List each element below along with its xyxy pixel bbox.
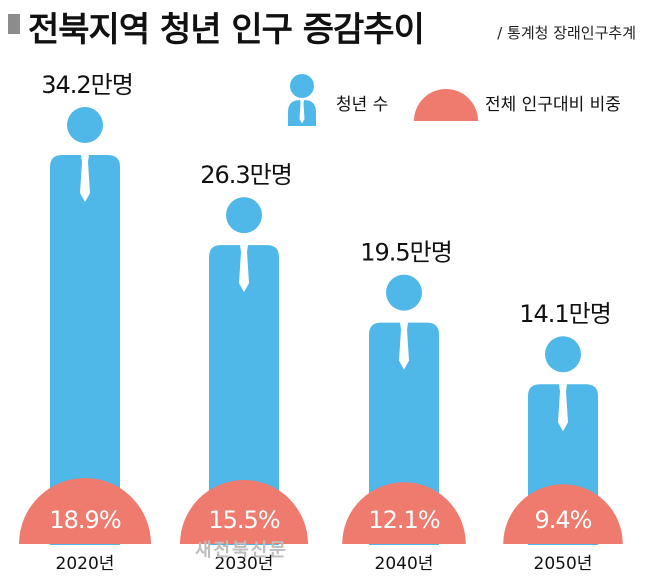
share-value-label-2: 15.5%: [208, 506, 279, 534]
chart-title: 전북지역 청년 인구 증감추이: [28, 10, 425, 50]
share-dome-2: [179, 479, 309, 544]
person-bar-body-2: [209, 245, 279, 545]
share-value-label-4: 9.4%: [535, 506, 592, 534]
legend-label-share: 전체 인구대비 비중: [485, 95, 621, 115]
person-bar-head-4: [545, 336, 581, 373]
x-tick-label-1: 2020년: [56, 554, 115, 574]
legend-label-youth: 청년 수: [336, 95, 388, 115]
person-bar-tie-3: [399, 322, 409, 370]
person-bar-body-1: [50, 155, 120, 545]
watermark: 새전북신문: [195, 540, 288, 561]
share-value-label-3: 12.1%: [368, 506, 439, 534]
share-dome-1: [19, 478, 151, 544]
person-bar-head-2: [226, 197, 262, 234]
title-marker: [8, 14, 20, 34]
person-bar-tie-1: [80, 155, 90, 202]
legend-person-icon: [288, 74, 316, 126]
youth-value-label-2: 26.3만명: [200, 161, 292, 189]
x-tick-label-3: 2040년: [375, 554, 434, 574]
youth-value-label-4: 14.1만명: [519, 300, 611, 328]
youth-value-label-1: 34.2만명: [41, 71, 133, 99]
x-tick-label-4: 2050년: [534, 554, 593, 574]
legend-share-icon: [414, 89, 478, 121]
person-bar-tie-4: [558, 384, 568, 432]
person-bar-head-1: [67, 107, 103, 143]
share-value-label-1: 18.9%: [49, 506, 120, 534]
legend: 청년 수 전체 인구대비 비중: [288, 74, 621, 126]
person-bar-head-3: [386, 274, 422, 311]
youth-value-label-3: 19.5만명: [360, 239, 452, 267]
x-tick-label-2: 2030년: [215, 554, 274, 574]
share-dome-3: [342, 482, 466, 544]
share-dome-4: [503, 484, 623, 544]
source-note: / 통계청 장래인구추계: [497, 24, 636, 42]
person-bar-tie-2: [239, 245, 249, 293]
